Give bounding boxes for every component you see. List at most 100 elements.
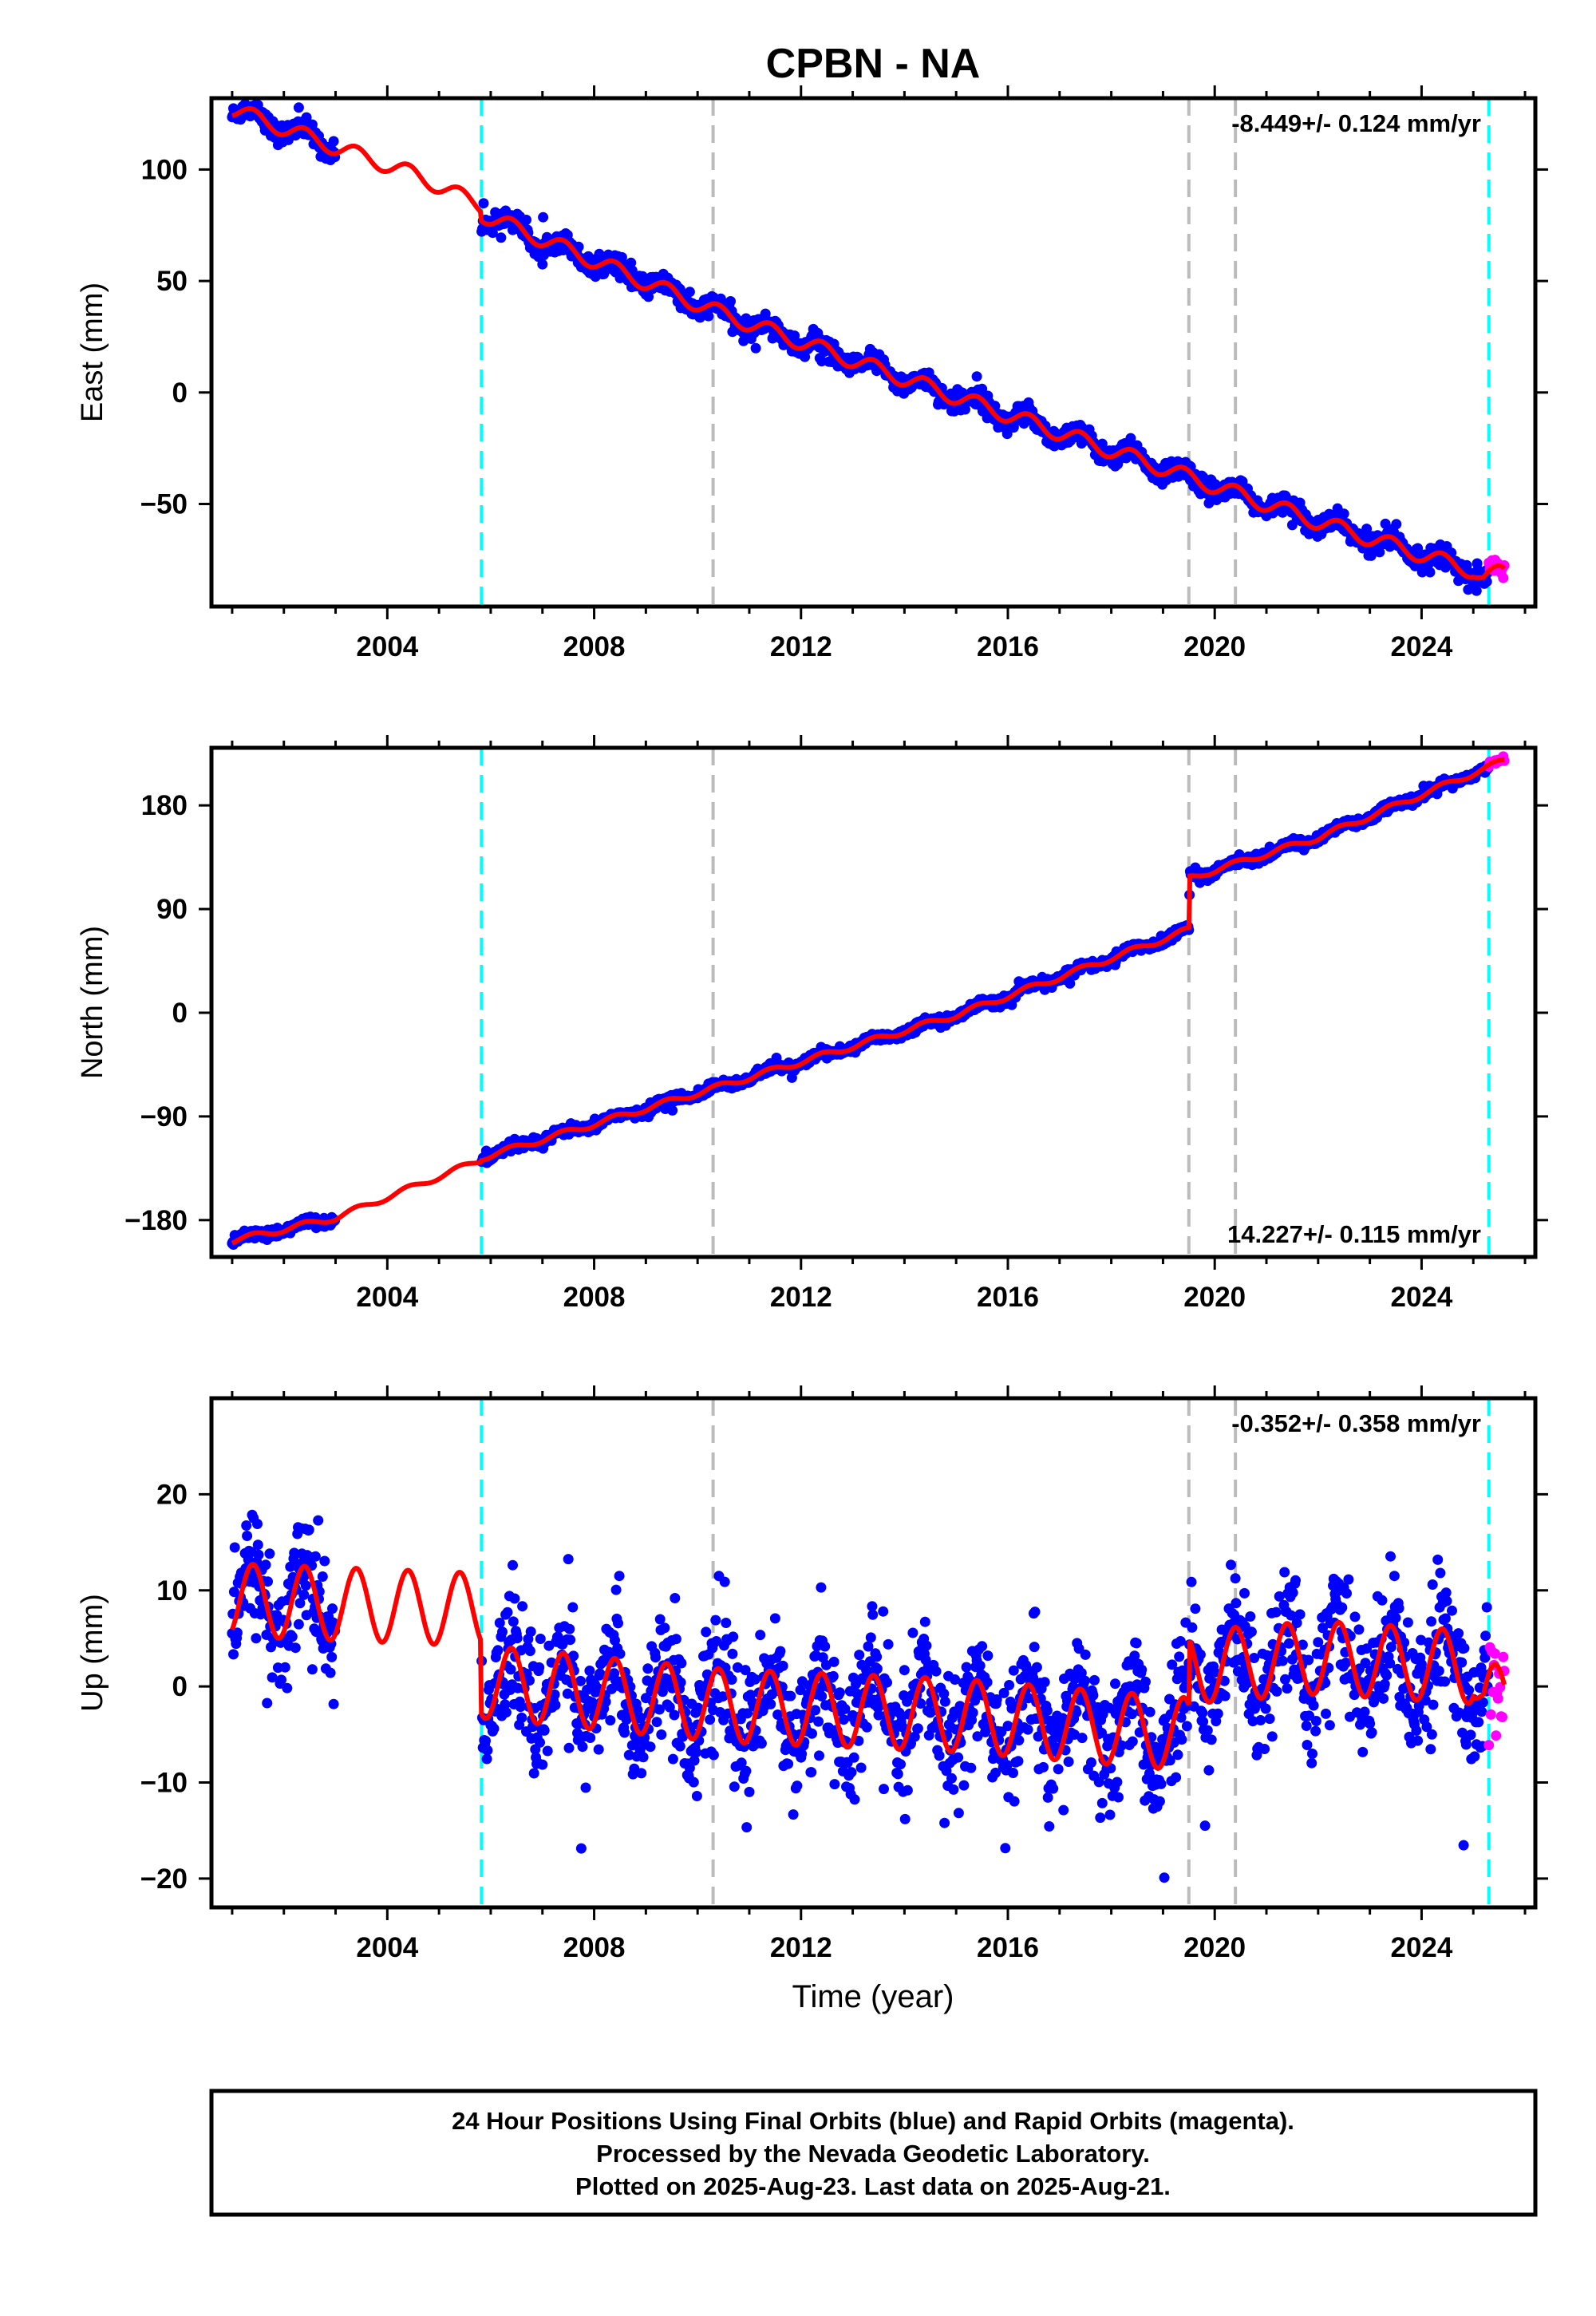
final-orbit-point (565, 1634, 576, 1646)
final-orbit-point (241, 1520, 252, 1531)
final-orbit-point (1042, 1792, 1053, 1803)
final-orbit-point (1176, 1734, 1187, 1745)
x-tick-label: 2012 (770, 631, 832, 662)
x-tick-label: 2008 (563, 1282, 626, 1313)
final-orbit-point (563, 1742, 575, 1753)
final-orbit-point (1009, 1796, 1020, 1807)
final-orbit-point (1172, 1749, 1183, 1761)
final-orbit-point (1461, 559, 1472, 571)
final-orbit-point (260, 1559, 271, 1571)
y-tick-label: 180 (141, 790, 188, 821)
final-orbit-point (252, 1539, 263, 1551)
final-orbit-point (816, 1691, 828, 1701)
final-orbit-point (303, 1524, 314, 1535)
final-orbit-point (328, 1698, 339, 1709)
final-orbit-point (1154, 1796, 1165, 1807)
final-orbit-point (785, 1690, 796, 1701)
final-orbit-point (638, 1752, 649, 1763)
final-orbit-point (252, 1519, 263, 1529)
final-orbit-point (854, 1650, 865, 1661)
final-orbit-point (1245, 1611, 1256, 1622)
final-orbit-point (806, 1767, 817, 1778)
final-orbit-point (525, 1626, 536, 1637)
final-orbit-point (719, 1576, 730, 1587)
final-orbit-point (691, 1791, 702, 1801)
final-orbit-point (643, 291, 654, 302)
final-orbit-point (674, 1741, 685, 1752)
final-orbit-point (619, 1727, 630, 1738)
final-orbit-point (539, 1725, 550, 1736)
final-orbit-point (667, 1753, 678, 1765)
final-orbit-point (755, 1630, 766, 1641)
final-orbit-point (1004, 1680, 1015, 1690)
final-orbit-point (828, 1670, 839, 1682)
final-orbit-point (966, 1762, 977, 1773)
final-orbit-point (1096, 438, 1108, 449)
final-orbit-point (1095, 1812, 1106, 1824)
final-orbit-point (1089, 1674, 1100, 1686)
final-orbit-point (1113, 1792, 1124, 1803)
final-orbit-point (882, 1677, 892, 1688)
final-orbit-point (867, 1609, 879, 1620)
final-orbit-point (670, 1593, 681, 1603)
final-orbit-point (814, 1750, 824, 1761)
y-tick-label: 0 (172, 377, 188, 409)
final-orbit-point (1159, 1872, 1170, 1883)
final-orbit-point (290, 1642, 301, 1654)
final-orbit-point (816, 1582, 827, 1593)
y-tick-label: 90 (156, 894, 188, 925)
final-orbit-point (1041, 1705, 1053, 1716)
final-orbit-point (953, 1808, 964, 1819)
final-orbit-point (788, 1809, 799, 1820)
final-orbit-point (228, 1649, 239, 1660)
y-axis-label: North (mm) (76, 926, 109, 1079)
final-orbit-point (958, 1780, 970, 1791)
final-orbit-point (1198, 472, 1209, 483)
final-orbit-point (1181, 1721, 1192, 1732)
final-orbit-point (229, 1542, 240, 1553)
y-tick-label: −50 (140, 488, 188, 520)
final-orbit-point (517, 1601, 528, 1612)
final-orbit-point (521, 215, 531, 225)
final-orbit-point (1131, 1638, 1142, 1649)
final-orbit-point (878, 1606, 889, 1617)
final-orbit-point (775, 1646, 786, 1657)
final-orbit-point (930, 1666, 942, 1677)
final-orbit-point (1058, 1804, 1069, 1816)
final-orbit-point (1171, 1772, 1182, 1783)
rapid-orbit-point (1498, 572, 1509, 583)
final-orbit-point (636, 1768, 647, 1779)
final-orbit-point (789, 330, 800, 342)
final-orbit-point (1053, 1764, 1064, 1775)
final-orbit-point (262, 1697, 273, 1709)
final-orbit-point (701, 1626, 712, 1638)
final-orbit-point (728, 1631, 739, 1642)
x-tick-label: 2004 (356, 1282, 418, 1313)
final-orbit-point (524, 1646, 535, 1657)
final-orbit-point (1186, 1576, 1197, 1587)
final-orbit-point (912, 1723, 923, 1734)
final-orbit-point (1086, 1757, 1096, 1768)
final-orbit-point (982, 1650, 994, 1662)
final-orbit-point (1008, 1768, 1018, 1778)
final-orbit-point (834, 1687, 845, 1698)
final-orbit-point (807, 1728, 817, 1739)
final-orbit-point (820, 1641, 831, 1652)
final-orbit-point (535, 1634, 546, 1644)
final-orbit-point (298, 1589, 310, 1600)
final-orbit-point (726, 1674, 737, 1685)
final-orbit-point (721, 1618, 732, 1628)
final-orbit-point (899, 1665, 910, 1676)
chart-title: CPBN - NA (766, 41, 981, 87)
final-orbit-point (1077, 1733, 1088, 1744)
final-orbit-point (509, 1593, 520, 1604)
final-orbit-point (691, 1747, 701, 1758)
final-orbit-point (585, 1733, 596, 1743)
final-orbit-point (253, 1549, 264, 1560)
final-orbit-point (550, 1700, 561, 1710)
final-orbit-point (1424, 567, 1436, 578)
final-orbit-point (710, 1614, 721, 1626)
